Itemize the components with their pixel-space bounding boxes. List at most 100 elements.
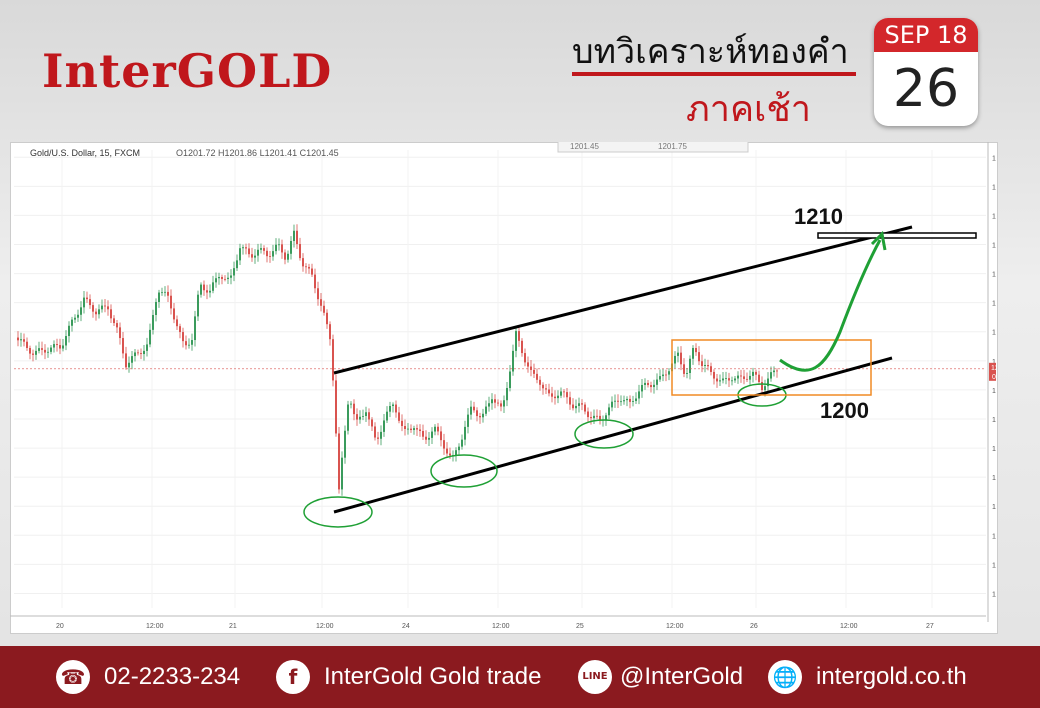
candle-body	[251, 254, 253, 258]
y-tick-label: 1188.00	[992, 562, 996, 569]
title-underline	[572, 72, 856, 76]
candle-body	[272, 251, 274, 257]
candle-body	[557, 395, 559, 399]
candle-body	[122, 338, 124, 354]
candle-body	[485, 406, 487, 414]
candle-body	[392, 404, 394, 407]
candle-body	[68, 325, 70, 337]
candle-body	[137, 352, 139, 354]
candle-body	[569, 397, 571, 405]
facebook-page[interactable]: InterGold Gold trade	[324, 663, 542, 690]
candle-body	[482, 413, 484, 418]
x-tick-label: 21	[229, 623, 237, 630]
candle-body	[116, 323, 118, 328]
y-tick-label: 1200.00	[992, 388, 996, 395]
candle-body	[26, 341, 28, 348]
consolidation-box	[671, 339, 872, 396]
x-tick-label: 12:00	[840, 623, 858, 630]
candle-body	[614, 400, 616, 402]
candle-body	[152, 314, 154, 330]
candle-body	[461, 439, 463, 447]
line-account[interactable]: @InterGold	[620, 663, 744, 690]
candle-body	[620, 401, 622, 403]
upper-channel-line	[333, 225, 913, 375]
y-tick-label: 1216.00	[992, 155, 996, 162]
website-link[interactable]: intergold.co.th	[816, 663, 967, 690]
candle-body	[413, 428, 415, 431]
candle-body	[56, 344, 58, 346]
candle-body	[134, 352, 136, 357]
candle-body	[302, 258, 304, 267]
candle-body	[113, 318, 115, 324]
candle-body	[731, 380, 733, 382]
candle-body	[635, 398, 637, 402]
candle-body	[704, 364, 706, 366]
candle-body	[53, 344, 55, 348]
y-tick-label: 1204.00	[992, 330, 996, 337]
candles	[17, 224, 778, 496]
candle-body	[761, 381, 763, 391]
candle-body	[308, 266, 310, 269]
phone-number[interactable]: 02-2233-234	[104, 663, 241, 690]
candle-body	[689, 358, 691, 373]
candle-body	[587, 411, 589, 418]
candle-body	[734, 378, 736, 381]
candle-body	[119, 327, 121, 339]
toolbar-bid: 1201.45	[570, 142, 599, 151]
candle-body	[107, 306, 109, 310]
candle-body	[242, 247, 244, 249]
candle-body	[695, 347, 697, 353]
candle-body	[200, 284, 202, 295]
candle-body	[659, 376, 661, 380]
candle-body	[98, 309, 100, 315]
candle-body	[563, 391, 565, 393]
candle-body	[335, 380, 337, 434]
candle-body	[536, 373, 538, 380]
candle-body	[617, 400, 619, 402]
candle-body	[575, 405, 577, 409]
candle-body	[35, 350, 37, 355]
target-box	[817, 232, 977, 239]
candle-body	[593, 415, 595, 419]
candle-body	[278, 244, 280, 246]
candle-body	[545, 388, 547, 390]
globe-icon: 🌐	[768, 660, 802, 694]
candle-body	[722, 378, 724, 381]
chart-frame	[10, 142, 998, 634]
candle-body	[677, 352, 679, 356]
candle-body	[362, 415, 364, 417]
candle-body	[254, 255, 256, 258]
candle-body	[182, 332, 184, 342]
candle-body	[509, 371, 511, 389]
candle-body	[284, 252, 286, 260]
candle-body	[431, 431, 433, 438]
candle-body	[773, 370, 775, 373]
phone-icon: ☎	[56, 660, 90, 694]
candle-body	[470, 406, 472, 415]
candle-body	[218, 276, 220, 279]
candle-body	[476, 410, 478, 417]
candle-body	[188, 344, 190, 346]
candle-body	[596, 415, 598, 417]
candle-body	[506, 388, 508, 401]
calendar-day: 26	[892, 59, 960, 119]
candle-body	[572, 404, 574, 409]
y-tick-label: 1214.00	[992, 184, 996, 191]
candle-body	[110, 309, 112, 319]
candle-body	[167, 291, 169, 296]
candle-body	[140, 353, 142, 355]
candle-body	[629, 398, 631, 402]
x-tick-label: 12:00	[492, 623, 510, 630]
candle-body	[530, 366, 532, 370]
candle-body	[746, 378, 748, 380]
candle-body	[359, 416, 361, 420]
candle-body	[692, 347, 694, 359]
candle-body	[578, 403, 580, 406]
candle-body	[86, 297, 88, 300]
candle-body	[599, 415, 601, 421]
candle-body	[29, 347, 31, 354]
candle-body	[437, 426, 439, 432]
candle-body	[383, 420, 385, 432]
candle-body	[380, 431, 382, 439]
candle-body	[647, 382, 649, 386]
